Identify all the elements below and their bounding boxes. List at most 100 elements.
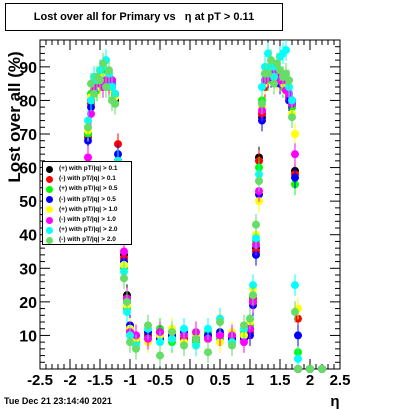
y-tick-label: 30 [19,261,37,278]
data-point [291,281,299,290]
data-point [294,354,302,363]
data-point [216,331,224,340]
data-point [87,96,95,105]
data-point [156,351,164,360]
x-tick-label: 0.5 [210,372,231,389]
y-tick-label: 20 [19,295,37,312]
axis-labels: -2.5 -2 -1.5 -1 -0.5 0 0.5 1 1.5 2 2.5 10 20 30 40 50 60… [5,51,350,409]
legend-entry: (+) with pT/|q| > 1.0 [46,205,128,215]
legend-entry: (+) with pT/|q| > 2.0 [46,225,128,235]
y-tick-label: 40 [19,228,37,245]
chart-title: Lost over all for Primary vs η at pT > 0… [5,3,283,31]
legend-marker [46,237,53,245]
legend-entry: (+) with pT/|q| > 0.1 [46,164,128,174]
data-point [99,59,107,68]
y-tick-label: 50 [19,194,37,211]
x-tick-label: -1.5 [87,372,113,389]
data-point [111,99,119,108]
legend-marker [46,196,53,204]
legend-label: (-) with pT/|q| > 0.1 [59,175,116,183]
data-point [87,79,95,88]
data-point [90,89,98,98]
data-point [108,83,116,91]
legend-marker [46,206,53,214]
legend-entry: (-) with pT/|q| > 0.1 [46,174,128,184]
data-point [291,307,299,316]
legend-label: (-) with pT/|q| > 1.0 [59,216,116,224]
data-point [291,150,299,159]
legend-label: (-) with pT/|q| > 2.0 [59,236,116,244]
y-tick-label: 60 [19,161,37,178]
x-tick-label: -0.5 [147,372,173,389]
data-point [246,314,254,323]
y-tick-label: 80 [19,93,37,110]
data-point [168,328,176,337]
legend-entry: (-) with pT/|q| > 0.5 [46,195,128,205]
data-point [102,83,110,91]
legend-marker [46,175,53,183]
data-point [180,324,188,333]
legend-entry: (-) with pT/|q| > 1.0 [46,215,128,225]
data-point [258,83,266,91]
legend-label: (+) with pT/|q| > 0.5 [59,185,118,193]
legend-marker [46,226,53,234]
x-tick-label: 2.5 [330,372,351,389]
data-point [258,99,266,108]
data-point [291,130,299,138]
data-point [306,365,314,373]
data-point [264,49,272,58]
data-point [228,341,236,350]
legend-entry: (-) with pT/|q| > 2.0 [46,235,128,245]
legend-entry: (+) with pT/|q| > 0.5 [46,184,128,194]
legend-marker [46,186,53,193]
x-tick-label: 1 [246,372,254,389]
data-point [120,247,128,256]
legend: (+) with pT/|q| > 0.1 (-) with pT/|q| > 0… [42,161,132,245]
series-7 [84,49,326,373]
x-tick-label: -2 [63,372,76,389]
data-point [180,341,188,350]
data-point [204,324,212,333]
axis-ticks [39,39,341,370]
data-points [84,40,326,373]
legend-label: (+) with pT/|q| > 0.1 [59,165,118,172]
data-point [105,66,113,75]
x-tick-label: -1 [123,372,136,389]
data-point [285,76,293,85]
data-point [264,69,272,78]
legend-label: (-) with pT/|q| > 0.5 [59,195,116,203]
data-point [156,338,164,347]
data-point [252,220,260,229]
data-point [204,348,212,357]
x-axis-label: η [330,393,339,409]
data-point [294,331,302,340]
data-point [270,79,278,88]
y-tick-label: 70 [19,127,37,144]
data-point [126,338,134,347]
data-point [84,153,92,162]
data-point [291,173,299,182]
timestamp: Tue Dec 21 23:14:40 2021 [4,396,112,406]
data-point [87,109,95,118]
data-point [288,113,296,122]
data-point [267,56,275,65]
data-point [120,274,128,283]
legend-label: (+) with pT/|q| > 2.0 [59,226,118,234]
data-point [282,69,290,78]
data-point [318,365,326,373]
data-point [132,344,140,353]
x-tick-label: 1.5 [270,372,291,389]
data-point [249,291,257,300]
x-tick-label: 2 [306,372,314,389]
y-axis-label: Lost over all (%) [5,51,24,182]
data-point [282,46,290,55]
data-point [216,318,224,326]
data-point [144,321,152,330]
x-tick-label: -2.5 [27,372,53,389]
data-point [273,59,281,68]
legend-marker [46,165,53,173]
data-point [255,177,263,185]
data-point [84,123,92,132]
y-tick-label: 10 [19,328,37,345]
